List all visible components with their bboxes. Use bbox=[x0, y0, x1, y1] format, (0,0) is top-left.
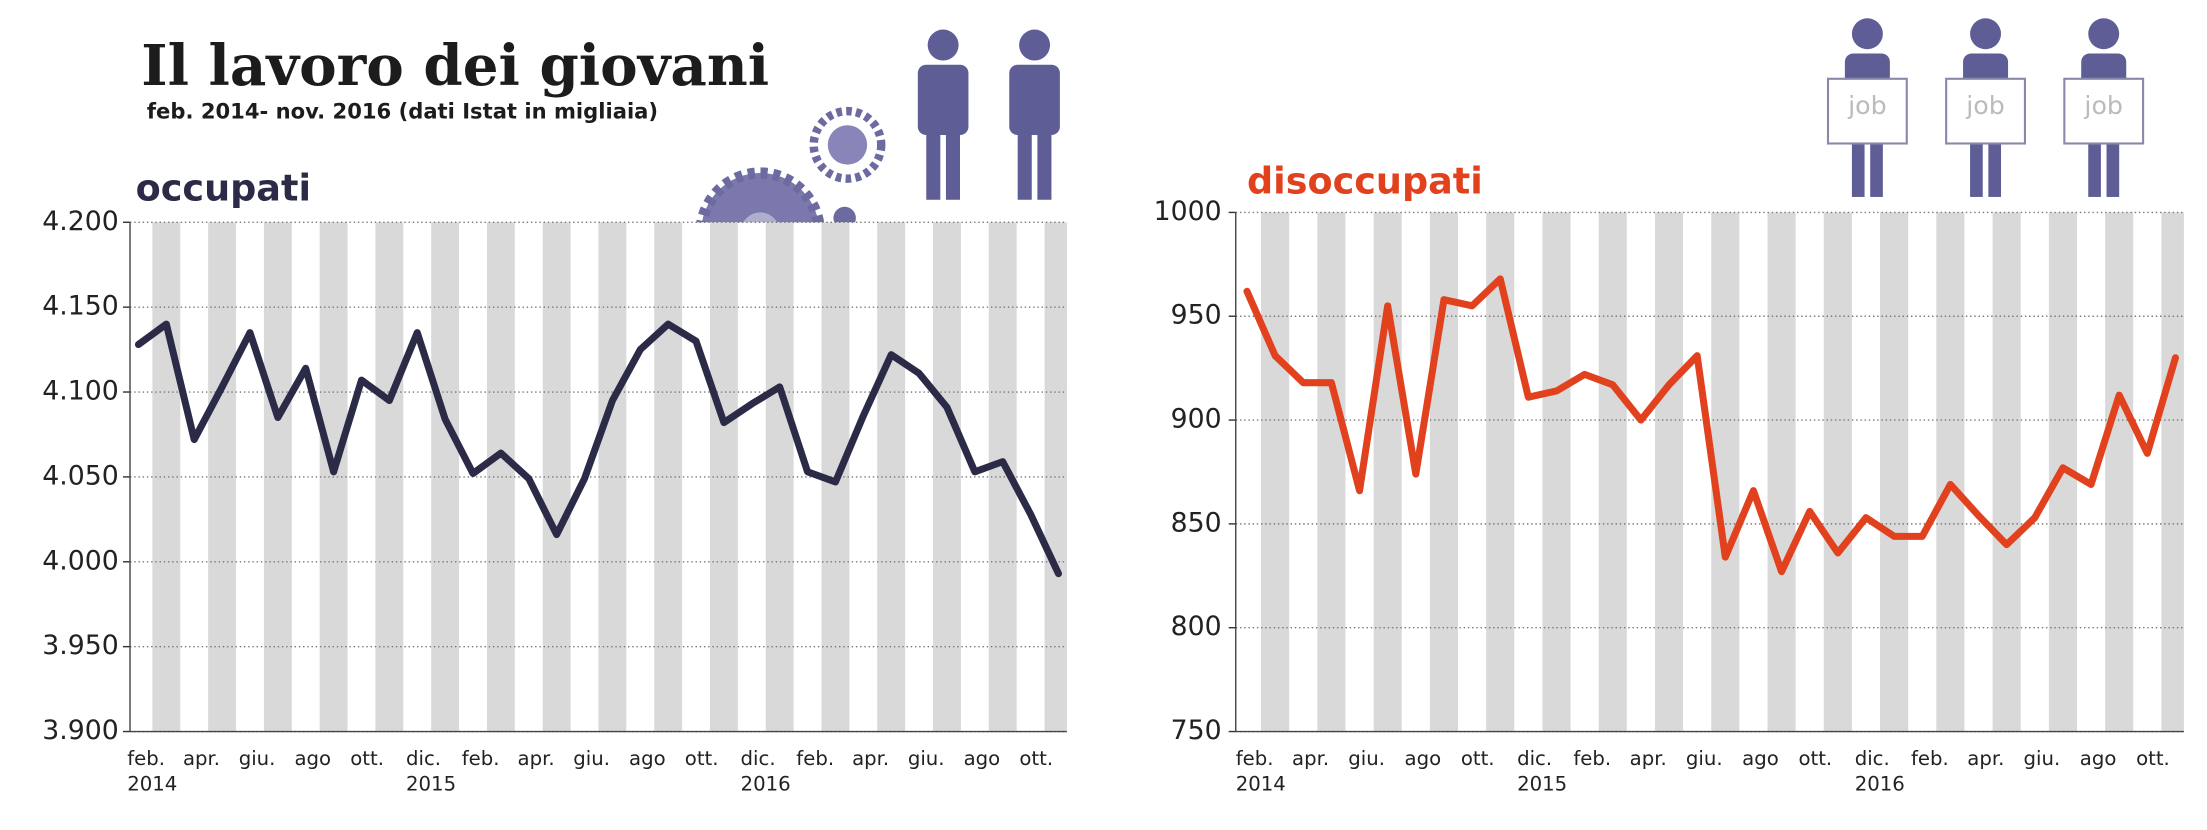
y-tick-label: 800 bbox=[1171, 611, 1222, 642]
x-tick-label: apr. bbox=[518, 747, 555, 770]
y-tick-label: 4.150 bbox=[42, 291, 119, 322]
band bbox=[1936, 212, 1965, 732]
band bbox=[1486, 212, 1515, 732]
y-tick-label: 4.200 bbox=[42, 206, 119, 237]
x-year-label: 2014 bbox=[1236, 772, 1286, 795]
page-subtitle: feb. 2014- nov. 2016 (dati Istat in migl… bbox=[147, 99, 658, 124]
x-tick-label: dic. bbox=[406, 747, 441, 770]
people-icons bbox=[917, 29, 1060, 200]
data-line bbox=[134, 320, 1062, 578]
band bbox=[1317, 212, 1346, 732]
sign-text: job bbox=[2083, 90, 2123, 120]
x-tick-label: dic. bbox=[1855, 747, 1890, 770]
band bbox=[152, 222, 181, 732]
y-tick-label: 4.000 bbox=[42, 545, 119, 576]
y-tick-label: 3.900 bbox=[42, 715, 119, 746]
chart-title: disoccupati bbox=[1247, 159, 1483, 202]
x-tick-label: dic. bbox=[741, 747, 776, 770]
band bbox=[1429, 212, 1459, 732]
x-tick-label: ago bbox=[1742, 747, 1779, 770]
band bbox=[431, 222, 460, 732]
x-tick-label: apr. bbox=[1630, 747, 1667, 770]
x-tick-label: feb. bbox=[1236, 747, 1274, 770]
x-tick-label: giu. bbox=[239, 747, 276, 770]
x-tick-label: ott. bbox=[2136, 747, 2170, 770]
band bbox=[1373, 212, 1402, 732]
x-tick-label: feb. bbox=[127, 747, 165, 770]
job-people-icons: job job job bbox=[1826, 18, 2145, 197]
y-tick-label: 1000 bbox=[1154, 196, 1222, 227]
x-tick-label: apr. bbox=[1967, 747, 2004, 770]
band bbox=[1654, 212, 1684, 732]
y-tick-label: 4.100 bbox=[42, 376, 119, 407]
x-tick-label: giu. bbox=[908, 747, 945, 770]
band bbox=[1542, 212, 1571, 732]
sign-text: job bbox=[1847, 90, 1887, 120]
band bbox=[709, 222, 738, 732]
x-year-label: 2015 bbox=[1517, 772, 1567, 795]
x-tick-label: giu. bbox=[1348, 747, 1385, 770]
x-tick-label: ott. bbox=[685, 747, 719, 770]
x-tick-label: ott. bbox=[1461, 747, 1495, 770]
x-tick-label: ott. bbox=[350, 747, 384, 770]
page-title: Il lavoro dei giovani bbox=[141, 33, 769, 99]
band bbox=[1992, 212, 2021, 732]
chart-title: occupati bbox=[136, 166, 311, 209]
x-tick-label: apr. bbox=[1292, 747, 1329, 770]
x-tick-label: feb. bbox=[796, 747, 834, 770]
band bbox=[1880, 212, 1909, 732]
y-tick-label: 950 bbox=[1171, 300, 1222, 331]
x-tick-label: ago bbox=[294, 747, 331, 770]
y-tick-label: 3.950 bbox=[42, 630, 119, 661]
x-tick-label: apr. bbox=[852, 747, 889, 770]
band bbox=[1261, 212, 1290, 732]
x-year-label: 2016 bbox=[1855, 772, 1905, 795]
x-tick-label: apr. bbox=[183, 747, 220, 770]
band bbox=[1598, 212, 1627, 732]
x-tick-label: feb. bbox=[462, 747, 500, 770]
band bbox=[2105, 212, 2134, 732]
x-tick-label: ott. bbox=[1019, 747, 1053, 770]
x-tick-label: giu. bbox=[573, 747, 610, 770]
y-tick-label: 900 bbox=[1171, 404, 1222, 435]
x-tick-label: ago bbox=[2080, 747, 2117, 770]
y-tick-label: 750 bbox=[1171, 715, 1222, 746]
x-year-label: 2015 bbox=[406, 772, 456, 795]
y-tick-label: 4.050 bbox=[42, 460, 119, 491]
band bbox=[1767, 212, 1796, 732]
band bbox=[933, 222, 961, 732]
x-tick-label: ott. bbox=[1798, 747, 1832, 770]
x-year-label: 2016 bbox=[741, 772, 791, 795]
x-year-label: 2014 bbox=[127, 772, 177, 795]
x-tick-label: ago bbox=[1405, 747, 1442, 770]
band bbox=[2161, 212, 2184, 732]
x-tick-label: ago bbox=[629, 747, 666, 770]
sign-text: job bbox=[1965, 90, 2005, 120]
x-tick-label: feb. bbox=[1573, 747, 1611, 770]
x-tick-label: giu. bbox=[2024, 747, 2061, 770]
x-tick-label: feb. bbox=[1911, 747, 1949, 770]
x-tick-label: dic. bbox=[1517, 747, 1552, 770]
x-tick-label: giu. bbox=[1686, 747, 1723, 770]
data-line bbox=[1243, 275, 2179, 576]
band bbox=[1823, 212, 1852, 732]
x-tick-label: ago bbox=[964, 747, 1001, 770]
band bbox=[1044, 222, 1067, 732]
y-tick-label: 850 bbox=[1171, 507, 1222, 538]
